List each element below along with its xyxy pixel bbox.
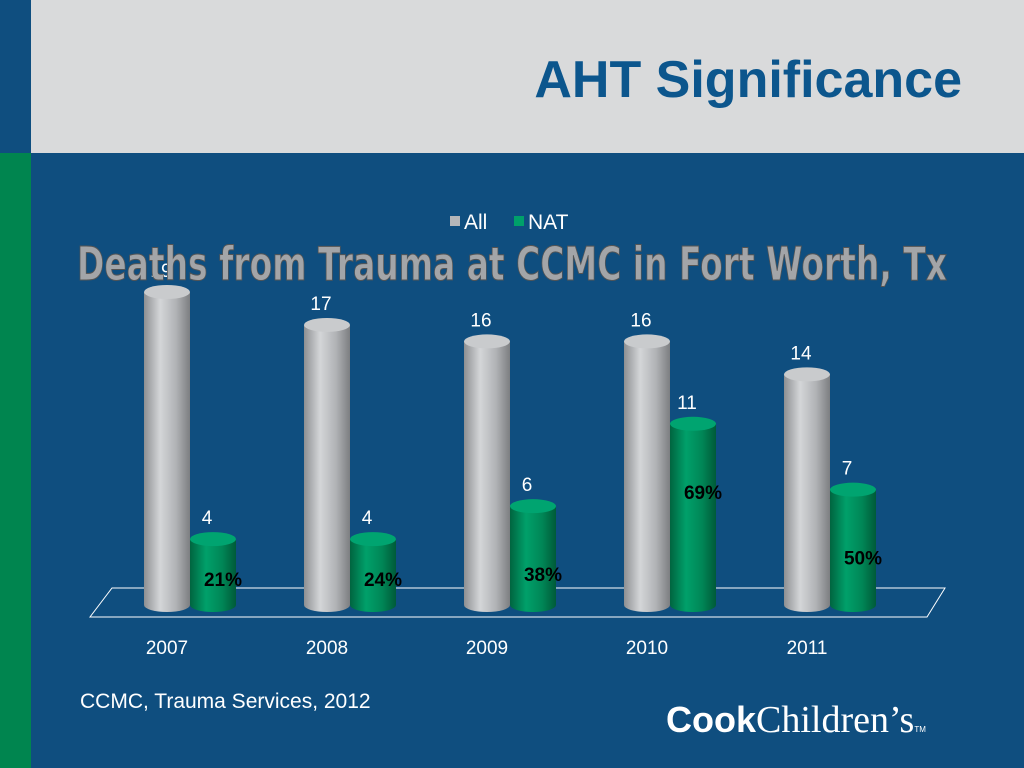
- legend-swatch-all: [450, 216, 460, 226]
- chart-floor: [88, 587, 946, 618]
- bar-top-nat-2010: [670, 416, 716, 431]
- bar-nat-2007: [190, 539, 236, 612]
- data-label-nat-2011: 7: [842, 459, 853, 480]
- bar-all-2008: [304, 324, 350, 612]
- x-tick-2008: 2008: [306, 638, 348, 659]
- percent-annotation-2011: 50%: [844, 549, 882, 570]
- data-label-all-2010: 16: [630, 310, 651, 331]
- bar-all-2011: [784, 374, 830, 612]
- bar-top-all-2009: [464, 334, 510, 349]
- data-label-all-2009: 16: [470, 310, 491, 331]
- legend-label-all: All: [464, 211, 487, 234]
- bar-all-2009: [464, 341, 510, 612]
- chart-legend: All NAT: [450, 211, 569, 234]
- bar-all-2007: [144, 292, 190, 612]
- logo-cook: Cook: [666, 699, 756, 740]
- bar-top-nat-2007: [190, 532, 236, 547]
- percent-annotation-2007: 21%: [204, 570, 242, 591]
- data-label-nat-2007: 4: [202, 508, 213, 529]
- bar-top-nat-2009: [510, 499, 556, 514]
- cook-childrens-logo: CookChildren’sTM: [666, 698, 926, 742]
- bar-all-2010: [624, 341, 670, 612]
- bar-nat-2009: [510, 506, 556, 612]
- legend-label-nat: NAT: [528, 211, 569, 234]
- data-label-all-2007: 19: [150, 261, 171, 282]
- bar-nat-2010: [670, 423, 716, 612]
- x-tick-2009: 2009: [466, 638, 508, 659]
- bar-top-all-2007: [144, 285, 190, 299]
- chart-title: Deaths from Trauma at CCMC in Fort Worth…: [77, 237, 947, 291]
- source-citation: CCMC, Trauma Services, 2012: [80, 690, 371, 713]
- logo-childrens: Children’s: [756, 699, 915, 741]
- left-accent-strip-green: [0, 153, 31, 768]
- data-label-all-2011: 14: [790, 343, 812, 364]
- percent-annotation-2010: 69%: [684, 483, 722, 504]
- bar-nat-2008: [350, 539, 396, 612]
- legend-swatch-nat: [514, 216, 524, 226]
- percent-annotation-2008: 24%: [364, 570, 402, 591]
- bar-nat-2011: [830, 489, 876, 612]
- x-tick-2010: 2010: [626, 638, 668, 659]
- logo-tm: TM: [914, 725, 926, 734]
- bar-top-all-2008: [304, 317, 350, 332]
- bar-top-nat-2011: [830, 482, 876, 497]
- x-tick-2011: 2011: [787, 638, 828, 659]
- page-title: AHT Significance: [534, 51, 962, 109]
- x-tick-2007: 2007: [146, 638, 188, 659]
- data-label-nat-2010: 11: [677, 393, 697, 414]
- header-band: [0, 0, 1024, 153]
- data-label-all-2008: 17: [310, 294, 331, 315]
- data-label-nat-2009: 6: [522, 475, 533, 496]
- bar-top-all-2010: [624, 334, 670, 349]
- bar-top-nat-2008: [350, 532, 396, 547]
- left-accent-strip-blue: [0, 0, 31, 153]
- percent-annotation-2009: 38%: [524, 565, 562, 586]
- data-label-nat-2008: 4: [362, 508, 373, 529]
- bar-top-all-2011: [784, 367, 830, 382]
